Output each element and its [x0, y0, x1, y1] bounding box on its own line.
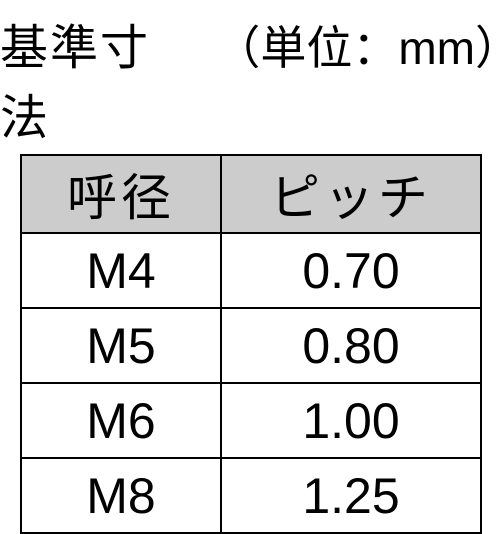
col-header-pitch: ピッチ	[221, 155, 481, 233]
table-header-row: 呼径 ピッチ	[21, 155, 481, 233]
cell-nominal: M4	[21, 233, 221, 308]
table-row: M8 1.25	[21, 458, 481, 533]
title-unit: （単位：mm）	[214, 12, 500, 78]
title-row: 基準寸法 （単位：mm）	[0, 8, 500, 148]
page-root: 基準寸法 （単位：mm） 呼径 ピッチ M4 0.70 M5 0.80 M6 1…	[0, 0, 500, 500]
cell-nominal: M6	[21, 383, 221, 458]
table-row: M5 0.80	[21, 308, 481, 383]
cell-nominal: M5	[21, 308, 221, 383]
title-main: 基準寸法	[0, 8, 186, 148]
table-row: M4 0.70	[21, 233, 481, 308]
cell-pitch: 0.80	[221, 308, 481, 383]
cell-pitch: 0.70	[221, 233, 481, 308]
col-header-nominal: 呼径	[21, 155, 221, 233]
table-row: M6 1.00	[21, 383, 481, 458]
cell-pitch: 1.25	[221, 458, 481, 533]
cell-pitch: 1.00	[221, 383, 481, 458]
dimensions-table: 呼径 ピッチ M4 0.70 M5 0.80 M6 1.00 M8 1.25	[20, 154, 482, 534]
cell-nominal: M8	[21, 458, 221, 533]
